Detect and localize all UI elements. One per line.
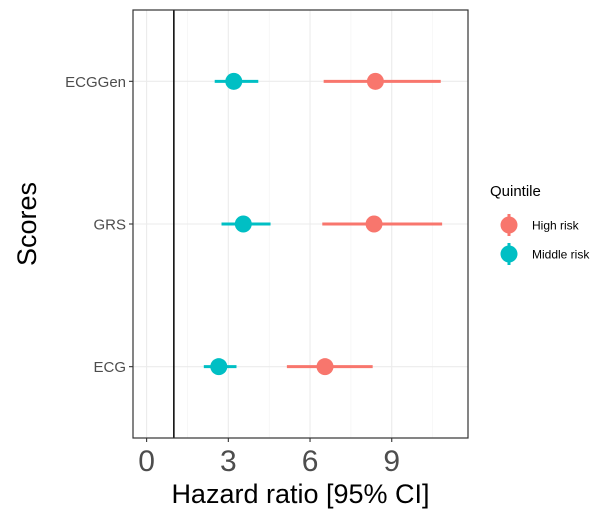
hazard-ratio-point xyxy=(365,215,383,233)
x-tick-label: 9 xyxy=(383,445,400,478)
legend-entry-label: High risk xyxy=(532,219,580,233)
hazard-ratio-point xyxy=(225,72,243,90)
hazard-ratio-point xyxy=(210,358,228,376)
y-tick-label: GRS xyxy=(93,217,126,234)
y-tick-label: ECG xyxy=(93,359,126,376)
y-tick-label: ECGGen xyxy=(65,74,126,91)
x-tick-label: 0 xyxy=(138,445,155,478)
x-axis-label: Hazard ratio [95% CI] xyxy=(171,479,429,509)
hazard-ratio-point xyxy=(316,358,334,376)
legend-key-point xyxy=(500,245,518,263)
legend: Quintile High risk Middle risk xyxy=(490,183,590,265)
legend-key-point xyxy=(500,216,518,234)
x-tick-label: 6 xyxy=(302,445,319,478)
legend-title: Quintile xyxy=(490,183,541,200)
y-axis-label: Scores xyxy=(12,182,42,266)
y-axis-ticks: ECGGen GRS ECG xyxy=(65,74,133,376)
data-marks xyxy=(203,72,443,376)
hazard-ratio-point xyxy=(234,215,252,233)
x-axis-ticks: 0 3 6 9 xyxy=(138,438,400,478)
hazard-ratio-point xyxy=(366,72,384,90)
legend-entry-label: Middle risk xyxy=(532,248,590,262)
x-tick-label: 3 xyxy=(220,445,237,478)
